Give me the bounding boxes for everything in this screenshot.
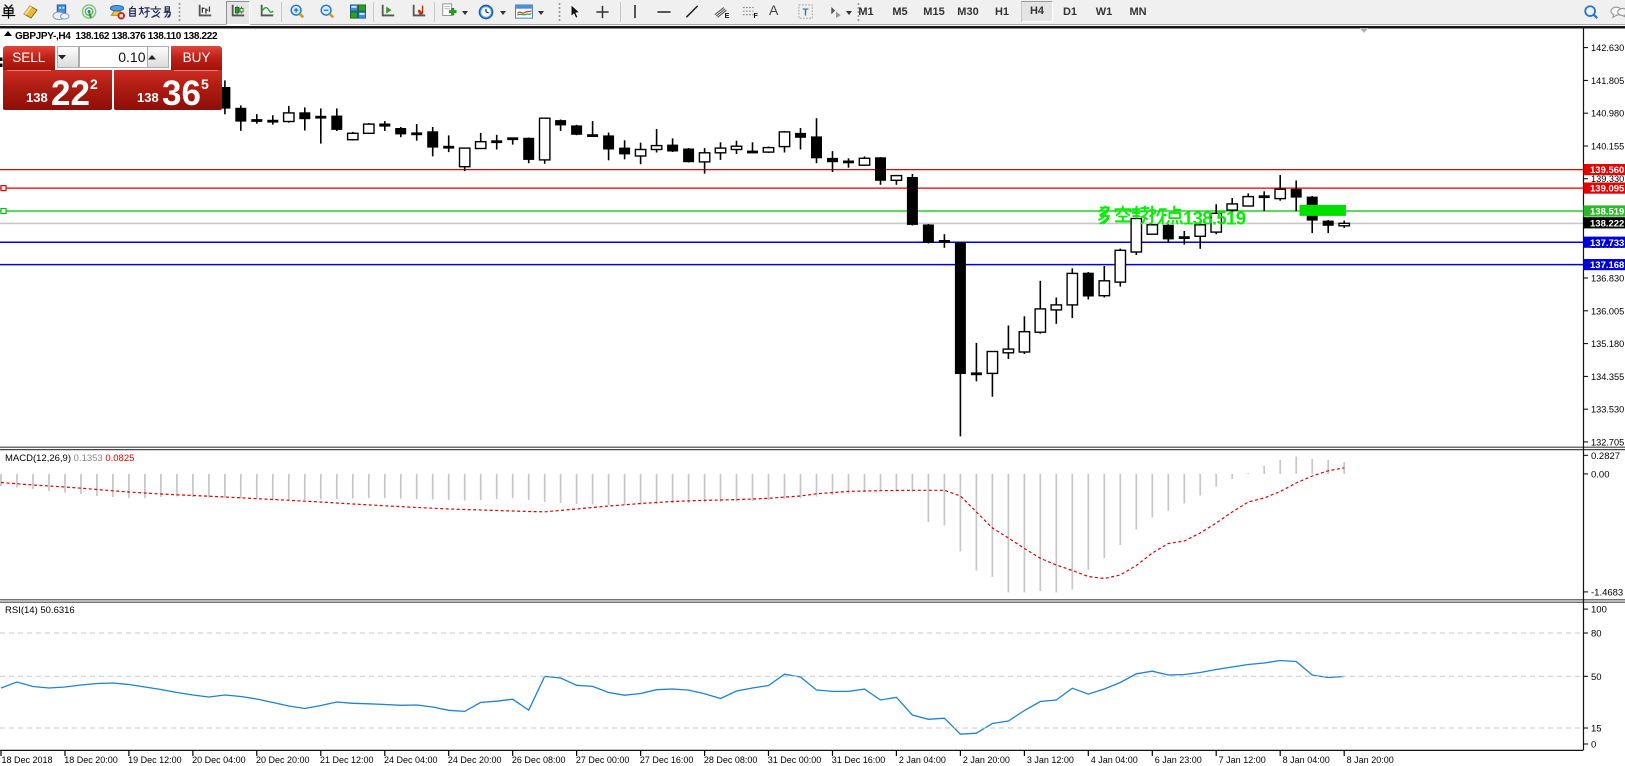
- svg-text:E: E: [725, 12, 730, 20]
- svg-text:RSI(14) 50.6316: RSI(14) 50.6316: [5, 605, 75, 616]
- svg-text:18 Dec 20:00: 18 Dec 20:00: [64, 755, 118, 765]
- svg-text:24 Dec 04:00: 24 Dec 04:00: [384, 755, 438, 765]
- svg-text:MACD(12,26,9) 0.1353 0.0825: MACD(12,26,9) 0.1353 0.0825: [5, 453, 134, 464]
- svg-text:26 Dec 08:00: 26 Dec 08:00: [512, 755, 566, 765]
- svg-text:132.705: 132.705: [1591, 437, 1624, 447]
- svg-text:140.980: 140.980: [1591, 109, 1624, 119]
- svg-text:6 Jan 23:00: 6 Jan 23:00: [1155, 755, 1202, 765]
- svg-text:27 Dec 16:00: 27 Dec 16:00: [640, 755, 694, 765]
- svg-text:8 Jan 04:00: 8 Jan 04:00: [1283, 755, 1330, 765]
- svg-text:138.222: 138.222: [1590, 218, 1624, 229]
- svg-text:136.005: 136.005: [1591, 306, 1624, 316]
- svg-text:0.2827: 0.2827: [1591, 451, 1620, 462]
- svg-text:15: 15: [1591, 724, 1602, 735]
- svg-text:141.805: 141.805: [1591, 76, 1624, 86]
- svg-text:2 Jan 04:00: 2 Jan 04:00: [899, 755, 946, 765]
- svg-text:80: 80: [1591, 629, 1602, 640]
- svg-text:8 Jan 20:00: 8 Jan 20:00: [1347, 755, 1394, 765]
- svg-text:27 Dec 00:00: 27 Dec 00:00: [576, 755, 630, 765]
- svg-text:-1.4683: -1.4683: [1591, 587, 1623, 598]
- svg-text:139.330: 139.330: [1591, 174, 1624, 184]
- svg-text:0.00: 0.00: [1591, 469, 1610, 480]
- svg-text:T: T: [802, 8, 808, 19]
- svg-text:F: F: [754, 12, 759, 20]
- svg-text:133.530: 133.530: [1591, 405, 1624, 415]
- svg-text:138.519: 138.519: [1590, 207, 1624, 218]
- svg-text:137.733: 137.733: [1590, 238, 1624, 249]
- svg-text:31 Dec 00:00: 31 Dec 00:00: [768, 755, 822, 765]
- svg-text:137.168: 137.168: [1590, 260, 1624, 271]
- svg-text:100: 100: [1591, 605, 1607, 616]
- svg-text:3 Jan 12:00: 3 Jan 12:00: [1027, 755, 1074, 765]
- svg-text:21 Dec 12:00: 21 Dec 12:00: [320, 755, 374, 765]
- svg-text:135.180: 135.180: [1591, 339, 1624, 349]
- svg-text:139.560: 139.560: [1590, 165, 1624, 176]
- svg-text:28 Dec 08:00: 28 Dec 08:00: [704, 755, 758, 765]
- svg-text:138.519: 138.519: [1183, 208, 1246, 229]
- svg-text:24 Dec 20:00: 24 Dec 20:00: [448, 755, 502, 765]
- svg-text:50: 50: [1591, 672, 1602, 683]
- svg-text:20 Dec 04:00: 20 Dec 04:00: [192, 755, 246, 765]
- svg-text:134.355: 134.355: [1591, 372, 1624, 382]
- svg-text:18 Dec 2018: 18 Dec 2018: [1, 755, 52, 765]
- svg-text:7 Jan 12:00: 7 Jan 12:00: [1219, 755, 1266, 765]
- svg-text:139.095: 139.095: [1590, 184, 1625, 195]
- svg-text:31 Dec 16:00: 31 Dec 16:00: [832, 755, 886, 765]
- svg-text:20 Dec 20:00: 20 Dec 20:00: [256, 755, 310, 765]
- svg-text:0: 0: [1591, 740, 1596, 751]
- svg-text:4 Jan 04:00: 4 Jan 04:00: [1091, 755, 1138, 765]
- svg-text:19 Dec 12:00: 19 Dec 12:00: [128, 755, 182, 765]
- svg-text:140.155: 140.155: [1591, 142, 1624, 152]
- svg-text:2 Jan 20:00: 2 Jan 20:00: [963, 755, 1010, 765]
- svg-text:142.630: 142.630: [1591, 43, 1624, 53]
- svg-text:136.830: 136.830: [1591, 274, 1624, 284]
